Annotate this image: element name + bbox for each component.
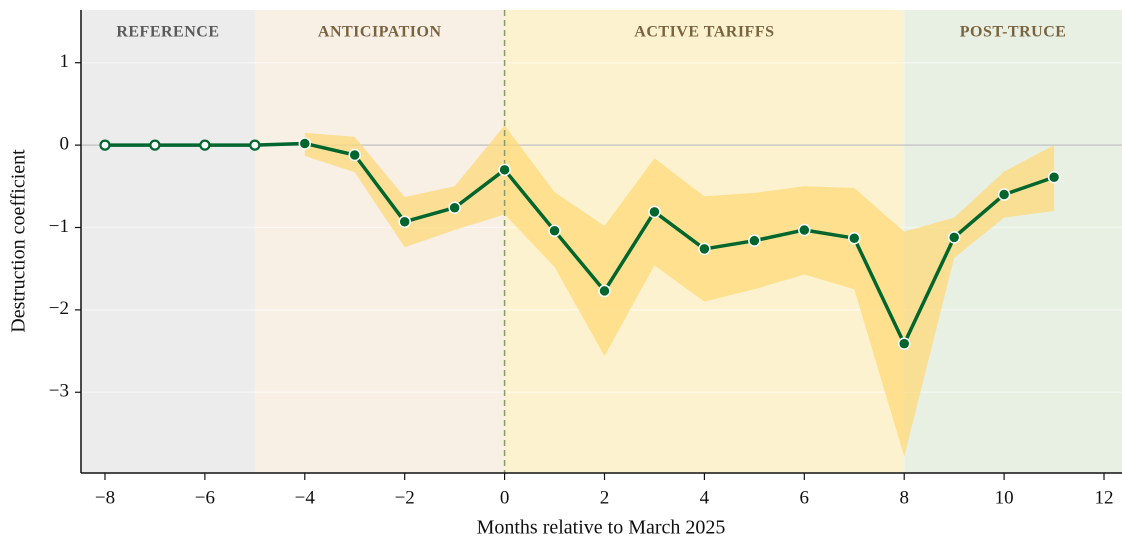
point: [199, 139, 211, 151]
region: [254, 10, 505, 473]
x-tick-label: −2: [395, 487, 415, 508]
region: [81, 10, 255, 473]
point: [448, 201, 461, 214]
point: [298, 137, 312, 150]
point: [897, 337, 911, 350]
x-tick-label: 2: [600, 487, 610, 508]
x-tick-label: −8: [95, 487, 115, 508]
point: [947, 231, 961, 244]
y-tick-label: −1: [49, 216, 69, 237]
point: [698, 242, 711, 256]
region-label: ACTIVE TARIFFS: [634, 24, 774, 41]
point: [348, 148, 361, 162]
point: [848, 231, 861, 245]
y-tick-label: 0: [60, 133, 70, 154]
x-axis-label: Months relative to March 2025: [477, 517, 726, 539]
point: [798, 223, 811, 237]
x-tick-label: 10: [995, 487, 1014, 508]
point: [648, 205, 661, 219]
point: [249, 139, 261, 151]
point: [548, 224, 561, 238]
point: [598, 284, 611, 298]
region-label: ANTICIPATION: [318, 24, 442, 41]
y-axis-label: Destruction coefficient: [8, 149, 30, 333]
point: [997, 188, 1011, 201]
x-tick-label: 8: [899, 487, 909, 508]
region-label: REFERENCE: [116, 24, 219, 41]
x-tick-label: −6: [195, 487, 215, 508]
x-tick-label: 4: [700, 487, 710, 508]
point: [149, 139, 161, 151]
x-tick-label: 12: [1095, 487, 1114, 508]
point: [99, 139, 111, 151]
line: [104, 141, 1055, 346]
y-tick-label: 1: [60, 51, 70, 72]
point: [398, 215, 411, 228]
region-label: POST-TRUCE: [960, 24, 1067, 41]
x-tick-label: 6: [800, 487, 810, 508]
y-tick-label: −2: [49, 298, 69, 319]
x-tick-label: 0: [500, 487, 510, 508]
point: [1047, 170, 1061, 184]
y-tick-label: −3: [49, 381, 69, 402]
point: [498, 163, 511, 177]
point: [748, 234, 761, 247]
plot: REFERENCE ANTICIPATION ACTIVE TARIFFS POST-…: [81, 10, 1122, 473]
x-tick-label: −4: [295, 487, 316, 508]
confidence-band: [304, 125, 1055, 457]
